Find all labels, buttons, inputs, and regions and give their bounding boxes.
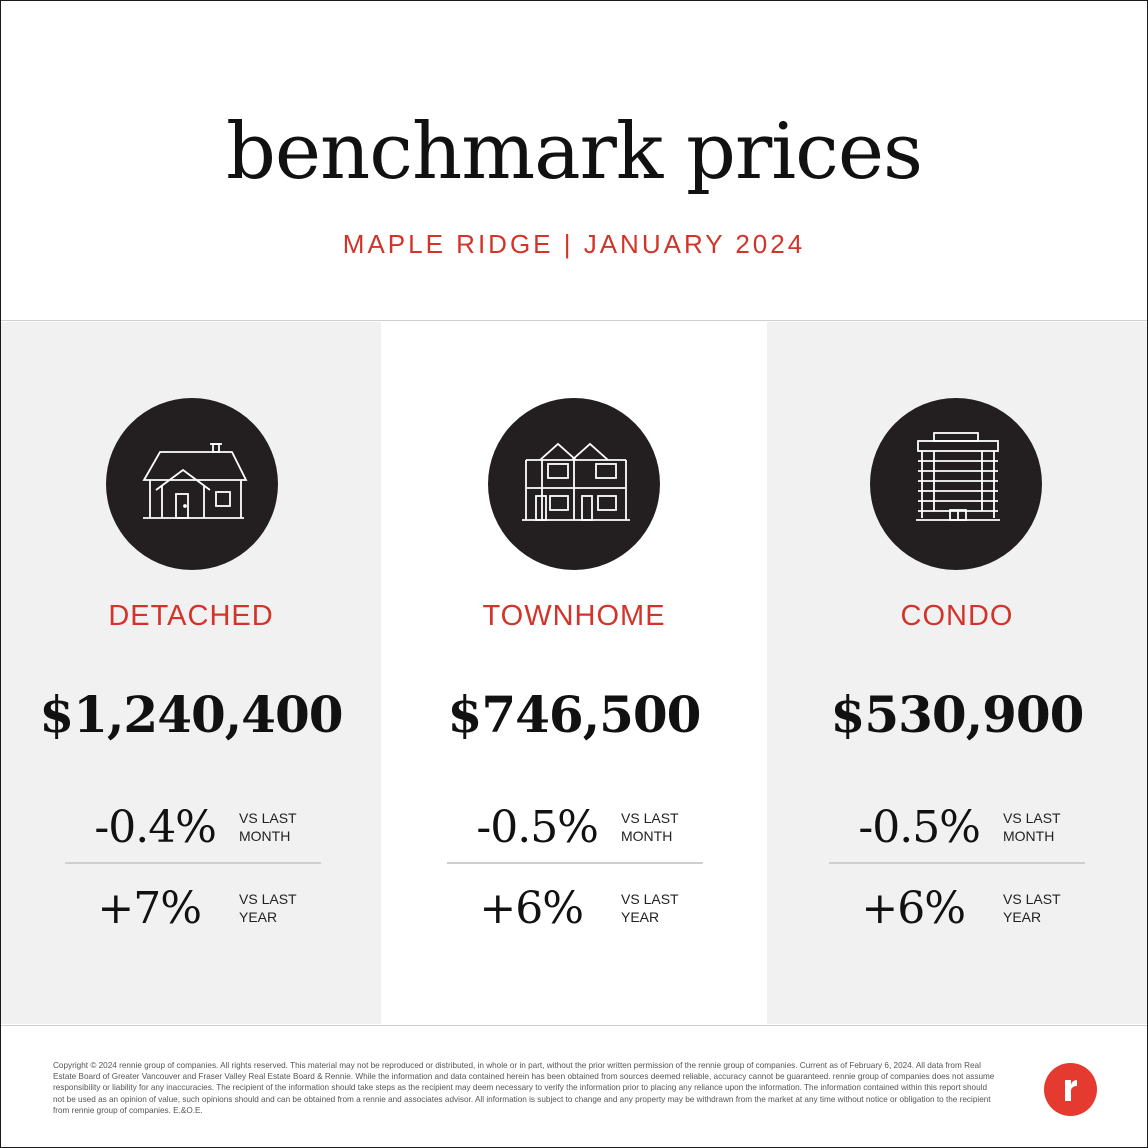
- divider: [65, 862, 321, 864]
- month-change-label: VS LAST MONTH: [1003, 809, 1083, 845]
- townhome-icon: [488, 398, 660, 570]
- panels-section: DETACHED $1,240,400 -0.4% VS LAST MONTH …: [1, 320, 1147, 1026]
- panel-label: CONDO: [900, 600, 1014, 632]
- panel-detached: DETACHED $1,240,400 -0.4% VS LAST MONTH …: [1, 322, 381, 1024]
- panel-townhome: TOWNHOME $746,500 -0.5% VS LAST MONTH +6…: [381, 322, 767, 1024]
- year-change-label: VS LAST YEAR: [239, 890, 319, 926]
- benchmark-price: $746,500: [447, 685, 702, 744]
- month-change-label: VS LAST MONTH: [239, 809, 319, 845]
- year-change-value: +7%: [97, 883, 202, 934]
- year-label-line2: YEAR: [1003, 909, 1042, 925]
- year-change-value: +6%: [861, 883, 966, 934]
- benchmark-price: $530,900: [830, 685, 1085, 744]
- copyright-disclaimer: Copyright © 2024 rennie group of compani…: [53, 1061, 995, 1115]
- month-label-line1: VS LAST: [239, 810, 297, 826]
- divider: [829, 862, 1085, 864]
- year-change-label: VS LAST YEAR: [1003, 890, 1083, 926]
- year-label-line1: VS LAST: [1003, 891, 1061, 907]
- month-label-line2: MONTH: [1003, 828, 1055, 844]
- panel-label: DETACHED: [108, 600, 274, 632]
- page-subtitle: MAPLE RIDGE | JANUARY 2024: [342, 229, 806, 259]
- divider: [447, 862, 703, 864]
- month-label-line1: VS LAST: [1003, 810, 1061, 826]
- month-change-label: VS LAST MONTH: [621, 809, 701, 845]
- year-label-line2: YEAR: [239, 909, 278, 925]
- year-change-value: +6%: [479, 883, 584, 934]
- month-change-value: -0.5%: [476, 802, 599, 853]
- page-title: benchmark prices: [225, 107, 923, 197]
- month-label-line1: VS LAST: [621, 810, 679, 826]
- year-label-line2: YEAR: [621, 909, 660, 925]
- month-label-line2: MONTH: [621, 828, 673, 844]
- condo-building-icon: [870, 398, 1042, 570]
- house-icon: [106, 398, 278, 570]
- month-change-value: -0.4%: [94, 802, 217, 853]
- year-change-label: VS LAST YEAR: [621, 890, 701, 926]
- panel-condo: CONDO $530,900 -0.5% VS LAST MONTH +6% V…: [767, 322, 1147, 1024]
- month-change-value: -0.5%: [858, 802, 981, 853]
- panel-label: TOWNHOME: [482, 600, 666, 632]
- year-label-line1: VS LAST: [621, 891, 679, 907]
- month-label-line2: MONTH: [239, 828, 291, 844]
- year-label-line1: VS LAST: [239, 891, 297, 907]
- rennie-logo-icon: [1044, 1063, 1097, 1116]
- benchmark-price: $1,240,400: [39, 685, 343, 744]
